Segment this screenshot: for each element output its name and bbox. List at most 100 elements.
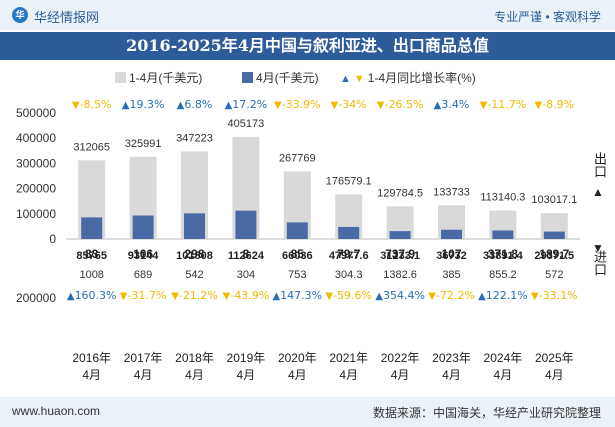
bar-import-april-label: 107 (441, 247, 461, 261)
bar-import-ytd-label: 304.3 (335, 269, 363, 281)
export-growth-label: ▲17.2% (225, 98, 268, 111)
triangle-down-icon: ▼ (223, 291, 231, 302)
bar-export-april (441, 229, 462, 239)
x-tick-label-year: 2020年 (278, 351, 317, 365)
legend-swatch-ytd (115, 72, 126, 83)
bar-export-april-label: 93144 (128, 250, 159, 262)
bar-export-april (132, 215, 154, 239)
legend: 1-4月(千美元) 4月(千美元) ▲ ▼ 1-4月同比增长率(%) (0, 69, 615, 87)
triangle-up-icon: ▲ (177, 100, 185, 111)
legend-swatch-april (242, 72, 253, 83)
export-growth-value: -34% (338, 98, 366, 111)
bar-export-ytd-label: 347223 (176, 132, 213, 144)
top-banner: 华 华经情报网 专业严谨 • 客观科学 (0, 0, 615, 30)
x-tick-label-year: 2025年 (535, 351, 574, 365)
import-growth-value: 122.1% (486, 289, 528, 302)
import-growth-label: ▼-43.9% (223, 289, 270, 302)
triangle-up-icon: ▲ (225, 100, 233, 111)
x-tick-label-month: 4月 (185, 368, 204, 382)
export-growth-value: 17.2% (232, 98, 267, 111)
legend-item-growth: ▲ ▼ 1-4月同比增长率(%) (340, 69, 476, 88)
x-tick-label-year: 2016年 (72, 351, 111, 365)
y-tick-label: 200000 (16, 291, 56, 305)
y-tick-label: 0 (49, 232, 56, 246)
footer-source: 数据来源：中国海关，华经产业研究院整理 (372, 406, 601, 420)
bar-import-april-label: 371.8 (488, 247, 518, 261)
bar-export-ytd-label: 176579.1 (326, 176, 372, 188)
bar-export-ytd-label: 129784.5 (377, 187, 423, 199)
export-growth-value: -8.5% (80, 98, 112, 111)
triangle-down-icon: ▼ (72, 100, 80, 111)
export-growth-label: ▲3.4% (434, 98, 470, 111)
x-tick-label-year: 2019年 (227, 351, 266, 365)
bar-export-ytd-label: 133733 (433, 186, 470, 198)
bar-export-april-label: 29371.5 (534, 250, 574, 262)
x-tick-label-month: 4月 (82, 368, 101, 382)
bar-export-ytd-label: 312065 (73, 141, 110, 153)
bar-import-april-label: 106 (133, 247, 153, 261)
bar-export-april-label: 31233.1 (380, 250, 420, 262)
bar-export-april (389, 231, 411, 239)
triangle-up-icon: ▲ (272, 291, 280, 302)
x-tick-label-year: 2022年 (381, 351, 420, 365)
bar-export-april (543, 231, 565, 239)
export-growth-value: 3.4% (441, 98, 469, 111)
bar-import-ytd-label: 304 (237, 269, 255, 281)
y-tick-label: 200000 (16, 182, 56, 196)
bar-export-april (286, 222, 308, 239)
bar-import-ytd-label: 689 (134, 269, 152, 281)
triangle-down-icon: ▼ (171, 291, 179, 302)
import-growth-value: -43.9% (230, 289, 269, 302)
y-tick-label: 400000 (16, 131, 56, 145)
x-tick-label-month: 4月 (494, 368, 513, 382)
legend-label-growth: 1-4月同比增长率(%) (367, 71, 476, 85)
export-arrow-up-icon: ▲ (592, 185, 604, 199)
export-growth-label: ▼-11.7% (480, 98, 527, 111)
bar-import-ytd-label: 572 (545, 269, 563, 281)
triangle-up-icon: ▲ (67, 291, 75, 302)
triangle-up-icon: ▲ (122, 100, 130, 111)
export-growth-value: -11.7% (487, 98, 526, 111)
bar-export-ytd-label: 113140.3 (480, 191, 525, 203)
bar-import-ytd-label: 855.2 (489, 269, 517, 281)
import-growth-label: ▼-33.1% (531, 289, 578, 302)
bar-import-april-label: 83 (85, 247, 99, 261)
bar-import-april-label: 79.7 (337, 247, 361, 261)
bar-export-ytd-label: 325991 (125, 138, 162, 150)
bar-export-april-label: 85765 (76, 250, 107, 262)
import-growth-label: ▲122.1% (478, 289, 528, 302)
bar-export-ytd-label: 103017.1 (531, 194, 577, 206)
side-label-export: 出口 (590, 152, 609, 178)
tagline: 专业严谨 • 客观科学 (494, 10, 601, 24)
bar-import-april-label: 737.9 (385, 247, 415, 261)
triangle-up-icon: ▲ (478, 291, 486, 302)
bar-export-april (184, 213, 205, 239)
bar-import-ytd-label: 1008 (79, 269, 103, 281)
legend-label-april: 4月(千美元) (256, 71, 319, 85)
bar-export-april-label: 66036 (282, 250, 313, 262)
bar-export-april (338, 226, 360, 239)
bar-import-april-label: 189.7 (539, 247, 569, 261)
import-growth-value: -72.2% (436, 289, 475, 302)
side-label-export-text: 出口 (592, 152, 607, 178)
x-tick-label-year: 2021年 (329, 351, 368, 365)
triangle-down-icon: ▼ (531, 291, 539, 302)
x-tick-label-year: 2023年 (432, 351, 471, 365)
triangle-down-icon: ▼ (274, 100, 282, 111)
bar-export-ytd-label: 405173 (228, 118, 265, 130)
triangle-down-icon: ▼ (120, 291, 128, 302)
legend-item-ytd: 1-4月(千美元) (115, 69, 202, 87)
legend-label-ytd: 1-4月(千美元) (129, 71, 203, 85)
bar-import-ytd-label: 1382.6 (383, 269, 417, 281)
title-bar: 2016-2025年4月中国与叙利亚进、出口商品总值 (0, 32, 615, 60)
export-growth-label: ▲19.3% (122, 98, 165, 111)
import-growth-value: -59.6% (333, 289, 372, 302)
x-tick-label-month: 4月 (134, 368, 153, 382)
bar-export-april (492, 230, 514, 239)
export-growth-value: -26.5% (384, 98, 423, 111)
export-growth-label: ▼-34% (331, 98, 367, 111)
bar-import-april-label: 298 (184, 247, 204, 261)
x-tick-label-month: 4月 (339, 368, 358, 382)
y-tick-label: 300000 (16, 156, 56, 170)
bar-export-april (235, 210, 257, 239)
